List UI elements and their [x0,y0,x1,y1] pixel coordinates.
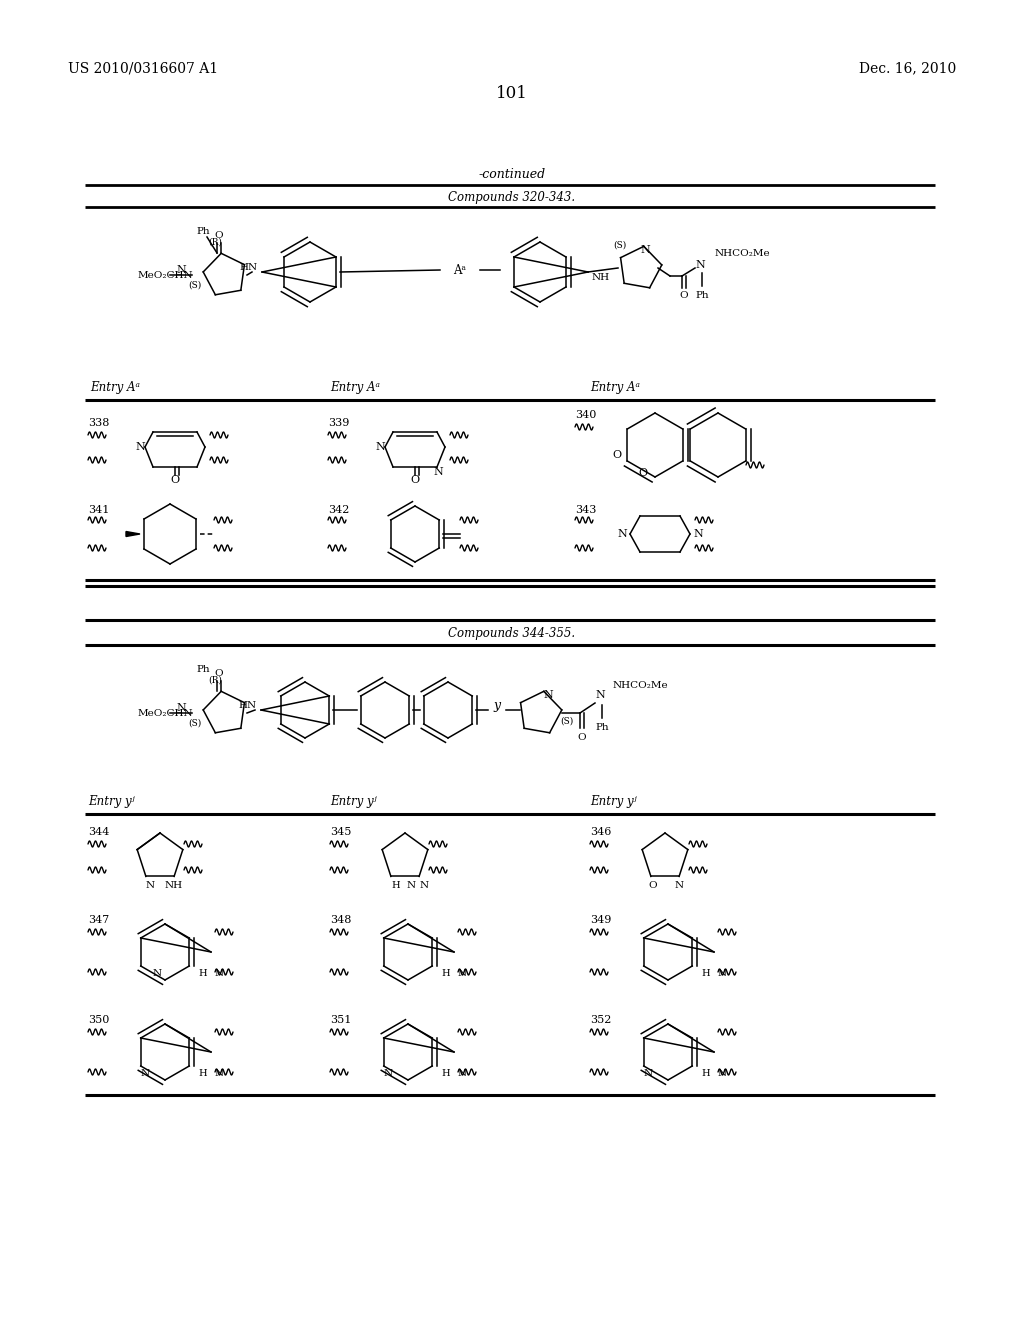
Text: O: O [215,668,223,677]
Text: N: N [375,442,385,451]
Text: N: N [458,1069,467,1078]
Text: 101: 101 [496,84,528,102]
Text: -continued: -continued [478,169,546,181]
Text: 339: 339 [328,418,349,428]
Text: (S): (S) [560,717,573,726]
Text: Entry Aᵃ: Entry Aᵃ [90,381,140,395]
Text: MeO₂CHN: MeO₂CHN [138,709,194,718]
Text: H: H [701,1069,710,1078]
Text: H: H [199,1069,207,1078]
Text: 338: 338 [88,418,110,428]
Text: NHCO₂Me: NHCO₂Me [715,248,771,257]
Text: HN: HN [239,701,257,710]
Text: 349: 349 [590,915,611,925]
Text: N: N [420,880,429,890]
Text: 346: 346 [590,828,611,837]
Text: H: H [391,880,400,890]
Text: 347: 347 [88,915,110,925]
Text: Entry Aᵃ: Entry Aᵃ [330,381,380,395]
Text: N: N [215,969,224,978]
Text: O: O [411,475,420,484]
Text: (S): (S) [188,281,202,289]
Text: N: N [718,1069,727,1078]
Text: 350: 350 [88,1015,110,1026]
Text: Compounds 344-355.: Compounds 344-355. [449,627,575,639]
Text: Ph: Ph [197,665,210,675]
Text: N: N [176,265,186,275]
Text: NH: NH [165,880,183,890]
Text: N: N [135,442,144,451]
Text: 343: 343 [575,506,596,515]
Text: N: N [145,880,155,890]
Text: N: N [215,1069,224,1078]
Text: (S): (S) [188,718,202,727]
Text: Ph: Ph [197,227,210,236]
Text: US 2010/0316607 A1: US 2010/0316607 A1 [68,61,218,75]
Text: (R): (R) [208,676,222,685]
Text: N: N [695,260,705,271]
Text: Ph: Ph [695,292,709,301]
Text: H: H [441,969,450,978]
Text: N: N [433,467,442,477]
Text: N: N [176,704,186,713]
Text: 341: 341 [88,506,110,515]
Text: N: N [383,1069,392,1078]
Text: (R): (R) [208,238,222,247]
Text: Ph: Ph [595,722,609,731]
Text: 340: 340 [575,411,596,420]
Text: Aᵃ: Aᵃ [454,264,467,276]
Text: H: H [441,1069,450,1078]
Text: N: N [693,529,702,539]
Text: N: N [458,969,467,978]
Text: N: N [140,1069,150,1078]
Text: O: O [170,475,179,484]
Text: O: O [680,290,688,300]
Text: N: N [675,880,684,890]
Text: y: y [494,700,501,713]
Text: N: N [543,690,553,700]
Text: O: O [578,733,587,742]
Text: Entry Aᵃ: Entry Aᵃ [590,381,640,395]
Text: 345: 345 [330,828,351,837]
Text: 351: 351 [330,1015,351,1026]
Text: N: N [718,969,727,978]
Text: N: N [643,1069,652,1078]
Text: N: N [640,246,650,255]
Text: Dec. 16, 2010: Dec. 16, 2010 [859,61,956,75]
Text: Compounds 320-343.: Compounds 320-343. [449,190,575,203]
Text: 342: 342 [328,506,349,515]
Text: N: N [595,690,605,700]
Text: O: O [215,231,223,239]
Text: 352: 352 [590,1015,611,1026]
Text: H: H [199,969,207,978]
Text: HN: HN [240,263,258,272]
Text: NH: NH [592,272,610,281]
Text: Entry yʲ: Entry yʲ [590,796,637,808]
Text: N: N [153,969,162,978]
Text: (S): (S) [613,240,627,249]
Text: N: N [617,529,627,539]
Text: O: O [612,450,622,459]
Text: 344: 344 [88,828,110,837]
Text: 348: 348 [330,915,351,925]
Text: Entry yʲ: Entry yʲ [88,796,135,808]
Text: O: O [638,469,647,478]
Text: N: N [407,880,416,890]
Text: MeO₂CHN: MeO₂CHN [138,271,194,280]
Text: H: H [701,969,710,978]
Text: O: O [648,880,657,890]
Text: Entry yʲ: Entry yʲ [330,796,377,808]
Text: NHCO₂Me: NHCO₂Me [613,681,669,689]
Polygon shape [126,532,140,536]
